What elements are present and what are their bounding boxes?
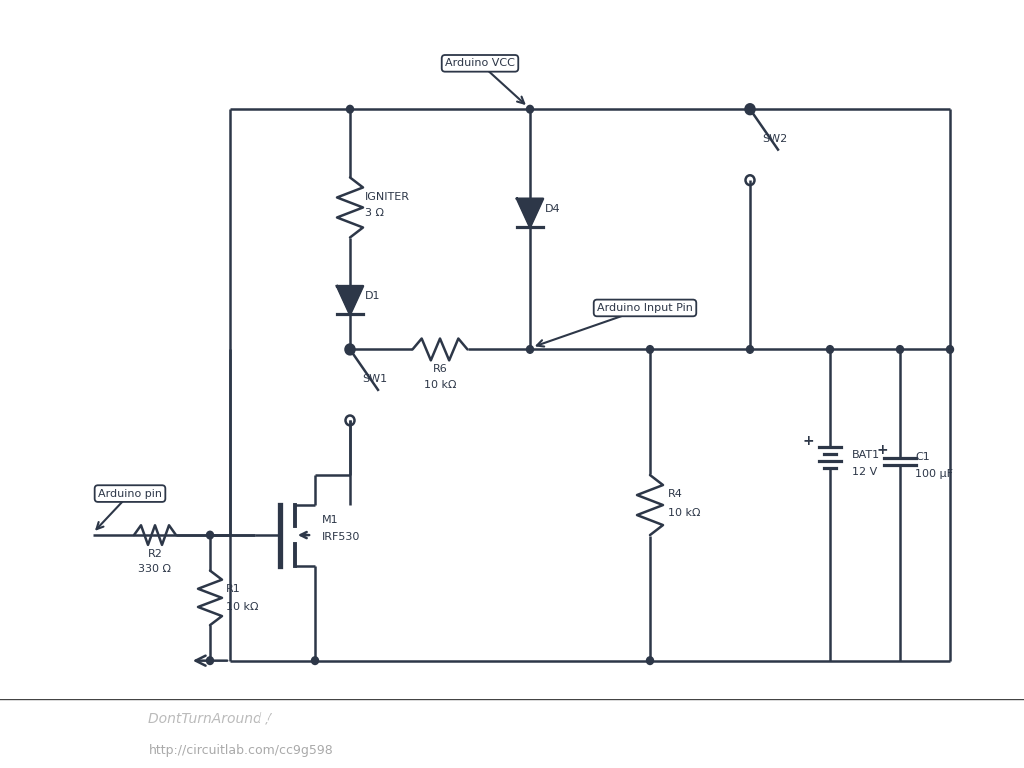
Text: DontTurnAround /: DontTurnAround / (148, 711, 275, 725)
Text: 100 μF: 100 μF (915, 469, 953, 479)
Text: R1: R1 (226, 584, 241, 594)
Text: IGNITER: IGNITER (365, 191, 410, 201)
Circle shape (826, 346, 834, 353)
Text: IRF530: IRF530 (322, 532, 360, 542)
Text: Rocket Ignitor: Rocket Ignitor (259, 711, 369, 725)
Circle shape (311, 657, 318, 664)
Circle shape (746, 105, 754, 113)
Text: 10 kΩ: 10 kΩ (226, 601, 258, 611)
Text: 10 kΩ: 10 kΩ (424, 380, 457, 390)
Circle shape (346, 105, 353, 113)
Text: +: + (877, 443, 888, 458)
Text: —≌▶—LAB: —≌▶—LAB (23, 744, 92, 757)
Circle shape (946, 346, 953, 353)
Text: Arduino VCC: Arduino VCC (445, 58, 515, 68)
Text: R4: R4 (668, 489, 683, 499)
Circle shape (526, 346, 534, 353)
Circle shape (646, 657, 653, 664)
Text: http://circuitlab.com/cc9g598: http://circuitlab.com/cc9g598 (148, 744, 333, 757)
Circle shape (346, 346, 353, 353)
Polygon shape (517, 199, 543, 227)
Text: BAT1: BAT1 (852, 450, 880, 460)
Text: 3 Ω: 3 Ω (365, 208, 384, 218)
Text: 10 kΩ: 10 kΩ (668, 508, 700, 518)
Circle shape (207, 657, 213, 664)
Text: CIRCUIT: CIRCUIT (23, 709, 97, 727)
Text: +: + (802, 434, 814, 448)
Text: SW1: SW1 (362, 375, 387, 385)
Text: D1: D1 (365, 291, 381, 301)
Text: R6: R6 (432, 364, 447, 374)
Text: C1: C1 (915, 452, 930, 462)
Text: D4: D4 (545, 204, 560, 214)
Circle shape (896, 346, 903, 353)
Circle shape (646, 346, 653, 353)
Text: Arduino Input Pin: Arduino Input Pin (597, 303, 693, 313)
Text: 330 Ω: 330 Ω (138, 564, 171, 574)
Text: M1: M1 (322, 515, 339, 525)
Text: SW2: SW2 (762, 134, 787, 144)
Circle shape (746, 346, 754, 353)
Polygon shape (337, 286, 362, 315)
Text: Arduino pin: Arduino pin (98, 488, 162, 498)
Circle shape (526, 105, 534, 113)
Text: R2: R2 (147, 548, 163, 558)
Text: 12 V: 12 V (852, 467, 878, 477)
Circle shape (207, 531, 213, 539)
